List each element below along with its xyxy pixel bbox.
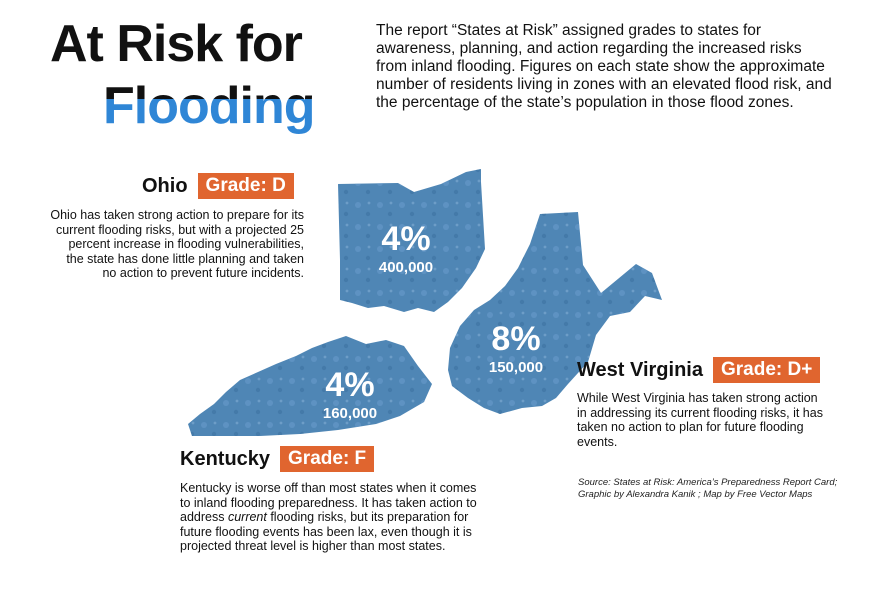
kentucky-heading: Kentucky Grade: F <box>180 446 375 472</box>
ohio-description: Ohio has taken strong action to prepare … <box>50 208 304 280</box>
west-virginia-grade-badge: Grade: D+ <box>712 357 821 383</box>
west-virginia-description: While West Virginia has taken strong act… <box>577 391 823 449</box>
west-virginia-heading: West Virginia Grade: D+ <box>577 357 821 383</box>
ohio-shape <box>338 169 485 312</box>
ohio-grade-badge: Grade: D <box>197 173 294 199</box>
west-virginia-stat: 8% 150,000 <box>476 322 556 375</box>
ohio-percent: 4% <box>381 220 431 258</box>
intro-paragraph: The report “States at Risk” assigned gra… <box>376 22 832 111</box>
west-virginia-name: West Virginia <box>577 358 703 381</box>
title-line-1: At Risk for <box>50 15 303 73</box>
kentucky-description-end: flooding risks, but its preparation for … <box>180 510 472 553</box>
ohio-stat: 4% 400,000 <box>366 222 446 275</box>
ohio-name: Ohio <box>142 174 188 197</box>
kentucky-residents: 160,000 <box>322 405 378 422</box>
title-line-2: Flooding <box>103 77 315 135</box>
ohio-heading: Ohio Grade: D <box>142 173 294 199</box>
kentucky-stat: 4% 160,000 <box>310 368 390 421</box>
west-virginia-percent: 8% <box>491 320 541 358</box>
kentucky-percent: 4% <box>325 366 375 404</box>
kentucky-name: Kentucky <box>180 447 271 470</box>
ohio-residents: 400,000 <box>378 259 434 276</box>
kentucky-shape <box>188 336 432 436</box>
west-virginia-residents: 150,000 <box>488 359 544 376</box>
kentucky-description-start: Kentucky is worse off than most states w… <box>180 481 477 524</box>
source-credit: Source: States at Risk: America’s Prepar… <box>578 477 838 500</box>
kentucky-description-emphasis: current <box>227 510 267 524</box>
kentucky-grade-badge: Grade: F <box>280 446 375 472</box>
west-virginia-shape <box>448 212 662 414</box>
title-flooding-word: Flooding <box>103 77 315 135</box>
kentucky-description: Kentucky is worse off than most states w… <box>180 481 486 554</box>
